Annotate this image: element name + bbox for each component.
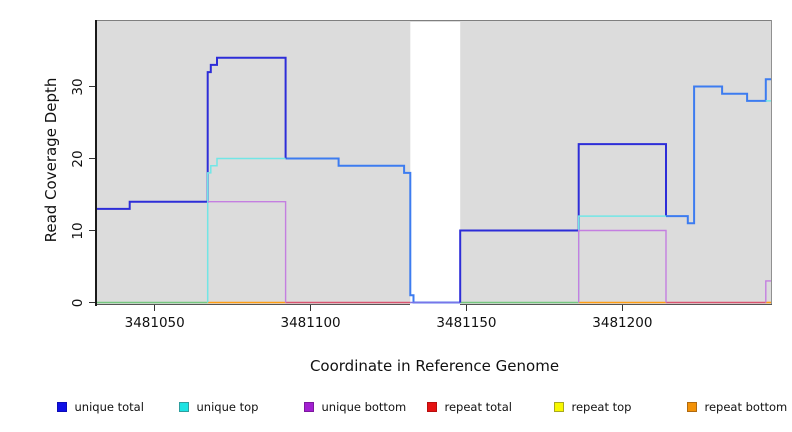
y-tick-2 [89, 158, 95, 159]
y-axis-title: Read Coverage Depth [42, 77, 60, 243]
legend-label: repeat bottom [704, 400, 788, 414]
unique-top-2-line [577, 215, 666, 303]
legend-swatch-icon [554, 402, 564, 412]
legend-item-unique-top: unique top [179, 399, 258, 415]
y-tick-label-2: 20 [70, 149, 86, 168]
legend-swatch-icon [57, 402, 67, 412]
legend-item-unique-bottom: unique bottom [304, 399, 406, 415]
unique-total-masked-drop-line [285, 157, 461, 304]
unique-bottom-2-line [578, 229, 667, 303]
y-axis-line [95, 20, 97, 306]
legend-label: unique total [74, 400, 144, 414]
unique-total-right-line [666, 78, 772, 225]
x-axis-line-left [97, 304, 410, 305]
legend-swatch-icon [687, 402, 697, 412]
y-tick-label-0: 0 [70, 298, 86, 307]
y-tick-label-1: 10 [70, 221, 86, 240]
coverage-series-svg [97, 22, 772, 304]
y-tick-3 [89, 86, 95, 87]
legend-swatch-icon [179, 402, 189, 412]
legend-swatch-icon [304, 402, 314, 412]
unique-top-1-line [206, 157, 286, 303]
legend-item-repeat-bottom: repeat bottom [687, 399, 787, 415]
plot-border-right [771, 20, 772, 305]
legend-item-repeat-top: repeat top [554, 399, 631, 415]
y-tick-label-3: 30 [70, 77, 86, 96]
legend-label: unique top [196, 400, 259, 414]
x-tick-label-2: 3481150 [436, 315, 497, 331]
legend-swatch-icon [427, 402, 437, 412]
x-tick-1 [310, 305, 312, 311]
x-tick-0 [154, 305, 156, 311]
x-axis-line-right [460, 304, 772, 305]
legend-label: unique bottom [321, 400, 407, 414]
legend-item-unique-total: unique total [57, 399, 144, 415]
unique-total-left-line [97, 56, 287, 210]
unique-total-mid-line [459, 143, 667, 303]
x-axis-title: Coordinate in Reference Genome [309, 357, 560, 375]
plot-border-top [97, 20, 772, 21]
y-tick-1 [89, 230, 95, 231]
x-tick-label-1: 3481100 [280, 315, 341, 331]
x-tick-2 [465, 305, 467, 311]
x-tick-label-0: 3481050 [124, 315, 185, 331]
legend-label: repeat top [571, 400, 632, 414]
legend-item-repeat-total: repeat total [427, 399, 512, 415]
unique-bottom-1-line [207, 200, 287, 303]
unique-bottom-3-line [765, 280, 772, 303]
legend-label: repeat total [444, 400, 512, 414]
masked-region [410, 22, 461, 304]
y-tick-0 [89, 302, 95, 303]
x-tick-3 [621, 305, 623, 311]
x-tick-label-3: 3481200 [592, 315, 653, 331]
